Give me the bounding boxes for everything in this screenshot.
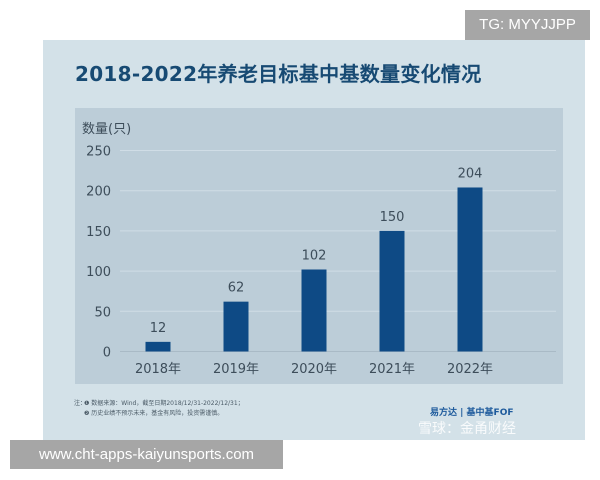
- data-label: 12: [150, 321, 167, 336]
- brand-logo: 易方达 | 基中基FOF: [430, 408, 514, 418]
- data-label: 204: [458, 166, 483, 181]
- bar: [301, 269, 327, 352]
- x-tick-label: 2022年: [447, 362, 493, 377]
- y-axis-label: 数量(只): [82, 122, 132, 137]
- y-tick-label: 0: [103, 346, 111, 361]
- data-label: 150: [380, 210, 405, 225]
- x-tick-label: 2021年: [369, 362, 415, 377]
- bar: [379, 230, 405, 352]
- tg-watermark: TG: MYYJJPP: [465, 10, 590, 40]
- y-tick-label: 200: [86, 185, 111, 200]
- data-label: 102: [302, 248, 327, 263]
- bar: [145, 341, 171, 352]
- note-prefix: 注：: [74, 400, 87, 407]
- note-line-1: ❶ 数据来源：Wind，截至日期2018/12/31-2022/12/31；: [84, 400, 244, 407]
- chart-title: 2018-2022年养老目标基中基数量变化情况: [75, 62, 482, 86]
- x-tick-label: 2019年: [213, 362, 259, 377]
- x-tick-label: 2020年: [291, 362, 337, 377]
- y-tick-label: 150: [86, 225, 111, 240]
- x-tick-label: 2018年: [135, 362, 181, 377]
- bar: [457, 187, 483, 352]
- y-tick-label: 50: [94, 305, 111, 320]
- y-tick-label: 100: [86, 265, 111, 280]
- y-tick-label: 250: [86, 145, 111, 160]
- url-watermark: www.cht-apps-kaiyunsports.com: [10, 440, 283, 469]
- data-label: 62: [228, 281, 245, 296]
- bar: [223, 301, 249, 352]
- xueqiu-watermark: 雪球：金甬财经: [418, 421, 516, 437]
- note-line-2: ❷ 历史业绩不预示未来，基金有风险，投资需谨慎。: [84, 410, 224, 417]
